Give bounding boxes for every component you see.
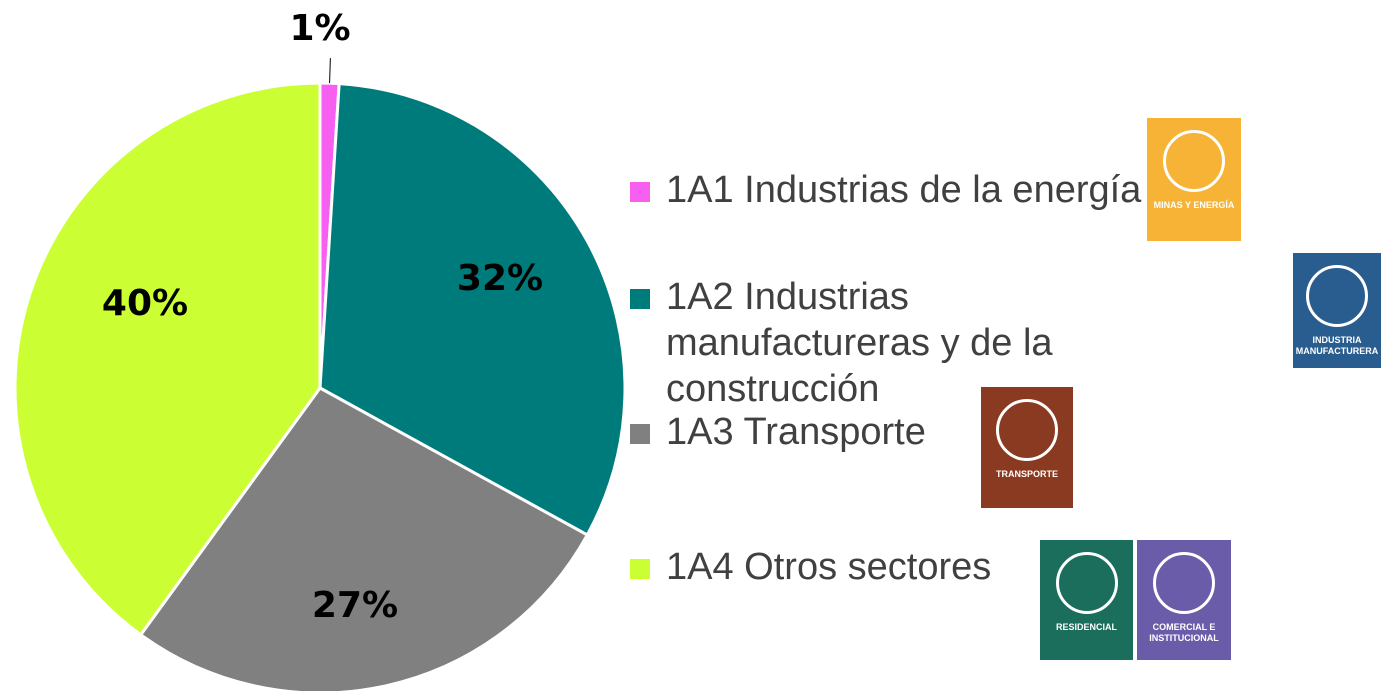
data-label: 32% (457, 258, 543, 299)
pie-slice (13, 81, 322, 637)
icon-label: MINAS Y ENERGÍA (1153, 200, 1235, 210)
icon-ring (1153, 552, 1215, 614)
data-label: 40% (102, 283, 188, 324)
legend-item: 1A4 Otros sectores (630, 544, 1366, 590)
legend-label: 1A2 Industrias manufactureras y de la co… (666, 276, 1053, 410)
pie-slice (318, 82, 627, 537)
legend-label: 1A1 Industrias de la energía (666, 169, 1142, 211)
icon-label: TRANSPORTE (995, 469, 1058, 479)
data-label: 1% (289, 8, 350, 49)
legend-swatch (630, 182, 650, 202)
icon-ring (1306, 265, 1368, 327)
legend-item: 1A2 Industrias manufactureras y de la co… (630, 274, 1126, 412)
legend-item: 1A1 Industrias de la energía (630, 167, 1366, 213)
legend-swatch (630, 424, 650, 444)
sector-icon: MINAS Y ENERGÍA (1147, 118, 1241, 241)
icon-ring (1163, 130, 1225, 192)
legend-swatch (630, 289, 650, 309)
sector-icon: TRANSPORTE (981, 387, 1073, 508)
data-label: 27% (312, 585, 398, 626)
sector-icon: RESIDENCIAL (1040, 540, 1133, 660)
icon-ring (996, 399, 1058, 461)
icon-label: INDUSTRIA MANUFACTURERA (1295, 335, 1379, 356)
leader-line (329, 58, 331, 84)
pie-slice (138, 386, 590, 691)
legend-item: 1A3 Transporte (630, 409, 1366, 455)
legend-swatch (630, 559, 650, 579)
legend-label: 1A4 Otros sectores (666, 546, 992, 588)
sector-icon: INDUSTRIA MANUFACTURERA (1293, 253, 1381, 368)
icon-label: COMERCIAL E INSTITUCIONAL (1149, 622, 1219, 643)
icon-label: RESIDENCIAL (1055, 622, 1117, 632)
sector-icon: COMERCIAL E INSTITUCIONAL (1137, 540, 1231, 660)
icon-ring (1055, 552, 1118, 614)
legend-label: 1A3 Transporte (666, 411, 926, 453)
